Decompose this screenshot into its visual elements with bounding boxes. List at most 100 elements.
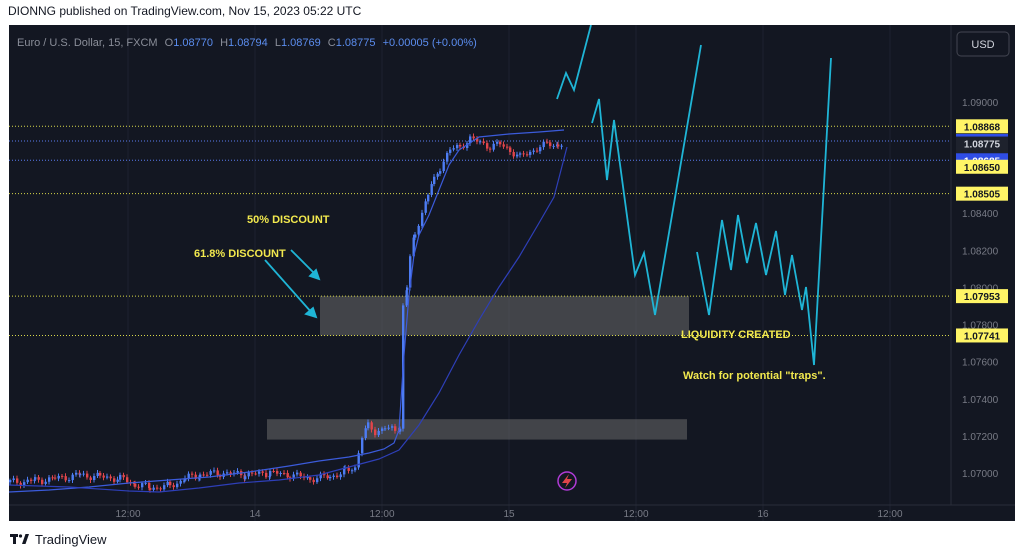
candle-body-16 <box>61 475 64 477</box>
candle-body-109 <box>357 453 360 468</box>
candle-body-166 <box>539 147 542 152</box>
candle-body-115 <box>377 430 380 436</box>
candle-body-4 <box>23 482 26 486</box>
currency-button[interactable] <box>956 31 1010 57</box>
price-scale[interactable] <box>951 25 1015 505</box>
candle-body-71 <box>236 471 239 473</box>
candle-body-14 <box>54 477 57 479</box>
candle-body-1 <box>12 478 15 481</box>
discount-arrows <box>264 249 321 319</box>
candle-body-112 <box>367 422 370 429</box>
candle-body-85 <box>279 472 282 474</box>
high-value: 1.08794 <box>228 37 268 49</box>
candle-body-38 <box>133 483 136 485</box>
candle-body-19 <box>71 474 74 481</box>
chart-svg[interactable]: 50% DISCOUNT 61.8% DISCOUNT LIQUIDITY CR… <box>8 24 1015 521</box>
candle-body-106 <box>347 467 350 471</box>
price-label-6: 1.08505 <box>964 190 1001 201</box>
candle-body-137 <box>442 161 445 172</box>
candle-body-27 <box>96 472 99 477</box>
candle-body-157 <box>509 147 512 152</box>
candle-body-117 <box>384 428 387 430</box>
candle-body-74 <box>244 476 247 480</box>
candle-body-2 <box>16 478 19 483</box>
candle-body-44 <box>149 488 152 490</box>
price-label-bg-2 <box>956 136 1008 151</box>
candle-body-42 <box>144 482 147 484</box>
candle-body-34 <box>119 474 122 480</box>
candle-body-49 <box>166 481 169 486</box>
candle-body-15 <box>57 475 60 479</box>
candle-body-9 <box>37 477 40 480</box>
lightning-icon[interactable] <box>557 471 577 491</box>
moving-average-slow <box>8 146 568 493</box>
candle-body-26 <box>93 476 96 480</box>
candle-body-43 <box>148 482 151 489</box>
candle-body-104 <box>343 468 346 475</box>
candle-body-132 <box>427 194 430 202</box>
candle-body-87 <box>286 473 289 478</box>
candle-body-99 <box>326 475 329 479</box>
candle-body-80 <box>265 472 268 478</box>
candle-body-114 <box>374 429 377 436</box>
x-tick-3: 15 <box>503 509 515 520</box>
candle-body-98 <box>323 473 326 476</box>
candle-body-28 <box>99 472 102 476</box>
candle-body-125 <box>406 287 409 291</box>
lower-zone <box>267 419 687 440</box>
price-label-bg-5 <box>956 159 1008 174</box>
svg-text:Euro / U.S. Dollar, 15, FXCM: Euro / U.S. Dollar, 15, FXCM O1.08770 H1… <box>17 37 477 49</box>
chart-panel[interactable]: 50% DISCOUNT 61.8% DISCOUNT LIQUIDITY CR… <box>8 24 1015 521</box>
candle-body-165 <box>536 150 539 152</box>
candle-body-151 <box>489 148 492 150</box>
candle-body-89 <box>292 474 295 479</box>
candle-body-160 <box>519 153 522 155</box>
candle-body-113 <box>370 422 373 430</box>
candle-body-161 <box>522 153 525 155</box>
x-tick-5: 16 <box>757 509 769 520</box>
candle-body-45 <box>152 487 155 490</box>
candle-body-107 <box>351 470 354 472</box>
price-label-7: 1.07953 <box>964 292 1001 303</box>
candle-body-122 <box>399 428 402 432</box>
x-tick-0: 12:00 <box>115 509 140 520</box>
y-tick-7: 1.07200 <box>962 432 999 443</box>
candle-body-20 <box>75 472 78 475</box>
y-tick-3: 1.08000 <box>962 283 999 294</box>
candle-body-30 <box>106 476 109 478</box>
candle-body-139 <box>449 149 452 153</box>
price-label-0: 1.08868 <box>964 122 1001 133</box>
candle-body-33 <box>116 479 119 482</box>
tradingview-footer[interactable]: TradingView <box>10 530 107 548</box>
candle-body-142 <box>459 144 462 147</box>
candle-body-163 <box>529 151 532 155</box>
candle-body-57 <box>191 473 194 475</box>
candle-body-130 <box>421 212 424 226</box>
candle-body-76 <box>251 472 254 474</box>
candle-body-17 <box>64 476 67 481</box>
candle-body-86 <box>283 472 286 474</box>
candle-body-53 <box>179 480 182 484</box>
candle-body-32 <box>113 478 116 482</box>
zones <box>267 296 689 440</box>
candle-body-13 <box>51 477 54 479</box>
candle-body-12 <box>48 477 51 482</box>
candle-body-54 <box>183 480 186 482</box>
candle-body-90 <box>296 472 299 475</box>
candle-body-41 <box>141 483 144 488</box>
candle-body-95 <box>312 479 315 483</box>
candle-body-103 <box>339 474 342 478</box>
candle-body-126 <box>409 256 412 288</box>
y-tick-0: 1.09000 <box>962 98 999 109</box>
y-tick-2: 1.08200 <box>962 246 999 257</box>
candle-body-129 <box>417 225 420 235</box>
price-label-2: 1.08775 <box>964 140 1001 151</box>
candle-body-141 <box>456 144 459 149</box>
candle-body-120 <box>394 426 397 431</box>
candle-body-169 <box>549 142 552 147</box>
candle-body-46 <box>156 487 159 489</box>
candle-body-75 <box>247 472 250 477</box>
candle-body-69 <box>229 472 232 475</box>
candle-body-101 <box>332 475 335 477</box>
candle-body-0 <box>9 480 12 483</box>
